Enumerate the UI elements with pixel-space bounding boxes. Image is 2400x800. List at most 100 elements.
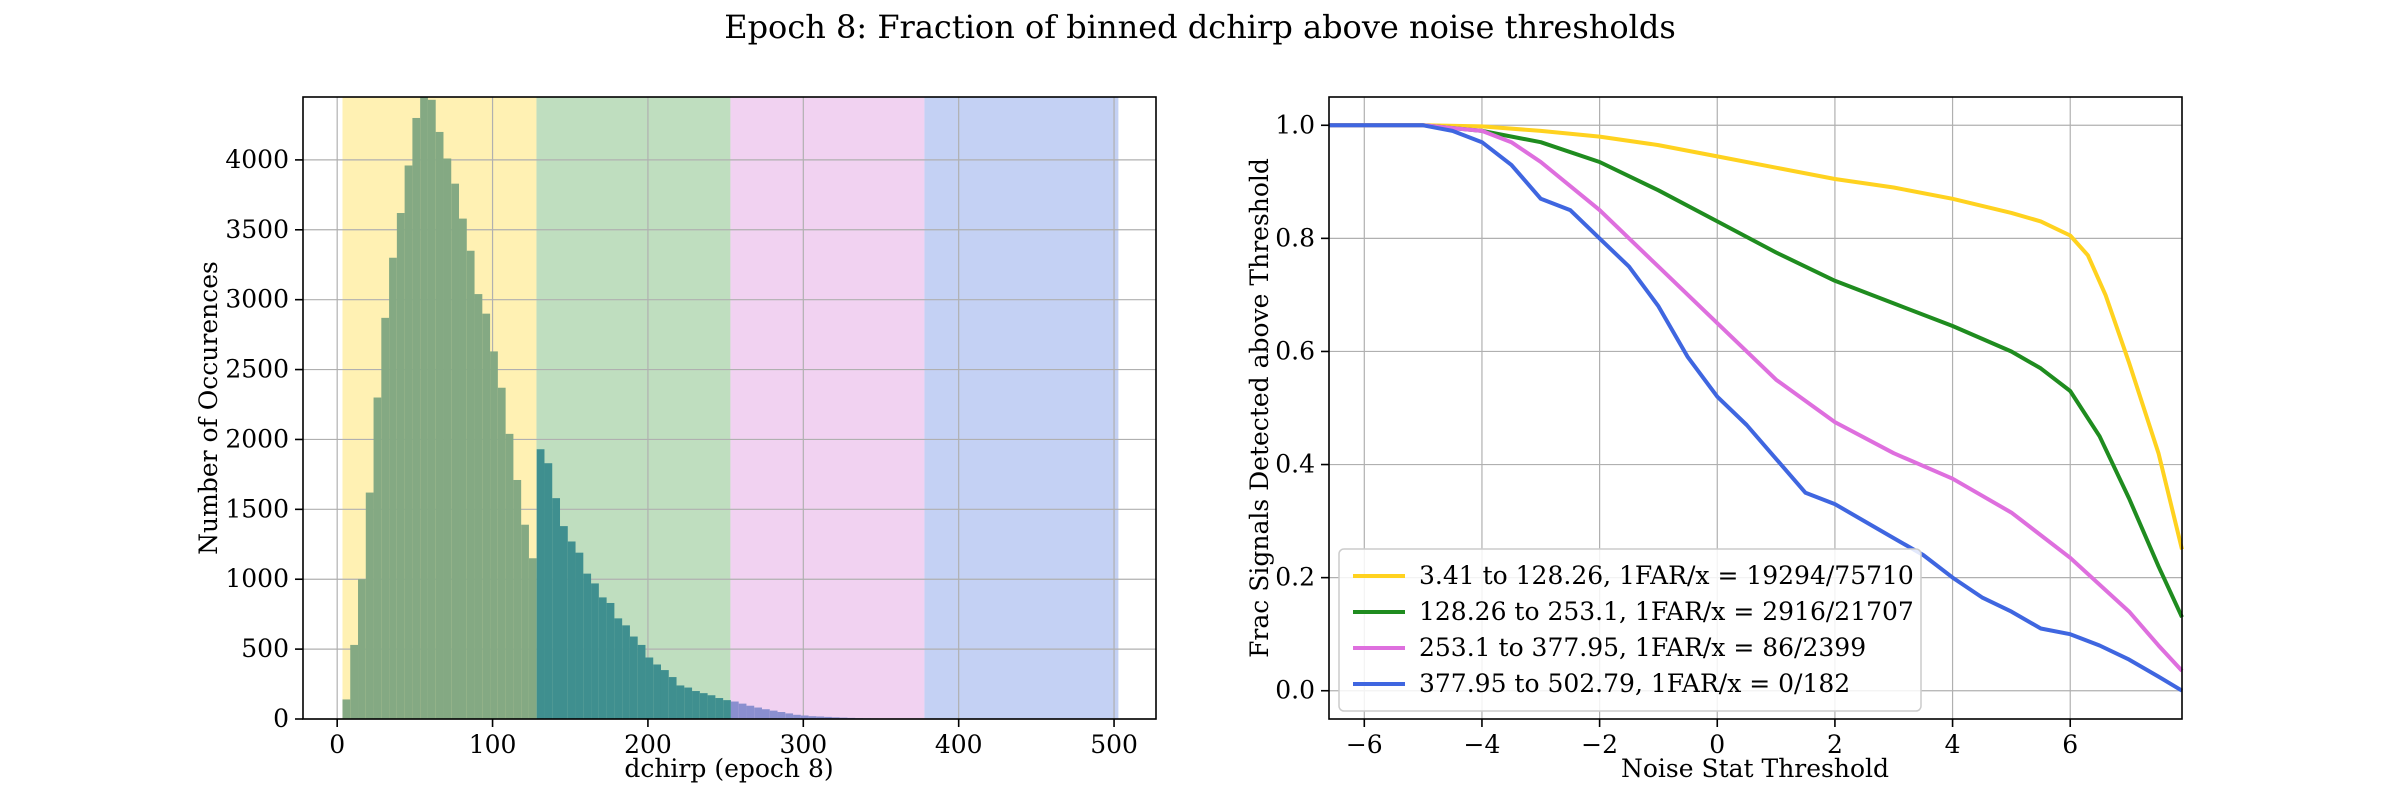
histogram-bar xyxy=(800,715,809,719)
histogram-bar xyxy=(653,664,661,719)
line-chart-x-label: Noise Stat Threshold xyxy=(1621,754,1889,783)
histogram-bar xyxy=(575,552,584,719)
histogram-bar xyxy=(521,524,529,719)
histogram-bar xyxy=(637,644,646,719)
histogram-y-tick-label: 3000 xyxy=(225,285,289,314)
histogram-x-label: dchirp (epoch 8) xyxy=(624,754,833,783)
line-chart: −6 −4 −2 0 2 4 6 0.0 0.2 0.4 0.6 0.8 1.0 Noise Stat… xyxy=(1245,96,2184,783)
histogram-bar xyxy=(692,691,700,719)
histogram-y-tick-label: 500 xyxy=(241,634,289,663)
series-line-3 xyxy=(1329,123,2184,673)
histogram-bar xyxy=(606,602,615,719)
histogram-bar xyxy=(536,449,545,719)
line-chart-x-tick-label: −4 xyxy=(1464,730,1501,759)
histogram-y-tick-label: 1500 xyxy=(225,494,289,523)
histogram-bar xyxy=(622,625,630,719)
histogram-bar xyxy=(451,183,460,720)
histogram-bar xyxy=(598,597,607,719)
histogram-bar xyxy=(668,677,677,719)
histogram-bar xyxy=(816,716,825,719)
histogram-bar xyxy=(389,257,397,719)
histogram-bar xyxy=(350,644,359,719)
histogram-x-tick-label: 0 xyxy=(329,730,345,759)
histogram-bar xyxy=(824,716,832,719)
histogram-y-tick-label: 4000 xyxy=(225,145,289,174)
legend-label-3: 253.1 to 377.95, 1FAR/x = 86/2399 xyxy=(1419,633,1866,662)
line-chart-x-tick-label: 4 xyxy=(1945,730,1961,759)
histogram-bar xyxy=(614,618,623,719)
series-line-4 xyxy=(1329,123,2184,693)
histogram-bar xyxy=(552,498,561,719)
histogram-bar xyxy=(560,526,568,719)
histogram-bar xyxy=(459,218,467,719)
histogram-bar xyxy=(676,685,685,719)
histogram-bar xyxy=(754,707,762,719)
dchirp-band-4 xyxy=(924,97,1119,719)
line-chart-y-tick-label: 0.6 xyxy=(1275,336,1315,365)
histogram-bar xyxy=(583,573,592,719)
histogram-bar xyxy=(373,397,382,719)
histogram-bar xyxy=(629,636,638,719)
line-chart-series xyxy=(1329,123,2184,693)
line-chart-y-tick-label: 1.0 xyxy=(1275,110,1315,139)
histogram-x-tick-label: 400 xyxy=(935,730,983,759)
histogram-bar xyxy=(497,387,506,719)
legend-box xyxy=(1338,548,1922,712)
histogram-bar xyxy=(831,717,840,719)
histogram-bar xyxy=(746,705,755,719)
histogram-bar xyxy=(466,250,475,719)
histogram-y-tick-label: 1000 xyxy=(225,564,289,593)
histogram-bars xyxy=(342,97,933,720)
histogram-bar xyxy=(684,687,693,719)
histogram-bar xyxy=(412,117,421,719)
histogram-bar xyxy=(443,158,452,720)
histogram-bar xyxy=(342,699,351,719)
histogram-bar xyxy=(645,657,654,719)
histogram-bar xyxy=(490,351,498,719)
histogram-x-ticks: 0 100 200 300 400 500 xyxy=(329,719,1138,759)
line-chart-x-tick-label: −6 xyxy=(1346,730,1383,759)
histogram-frame xyxy=(302,96,1157,720)
line-chart-legend: 3.41 to 128.26, 1FAR/x = 19294/75710 128.… xyxy=(1338,548,1922,712)
histogram-bar xyxy=(567,541,576,719)
histogram-bar xyxy=(420,97,428,719)
line-chart-x-ticks: −6 −4 −2 0 2 4 6 xyxy=(1346,719,2078,759)
line-chart-y-ticks: 0.0 0.2 0.4 0.6 0.8 1.0 xyxy=(1275,110,1329,705)
histogram-y-tick-label: 0 xyxy=(273,704,289,733)
line-chart-y-tick-label: 0.4 xyxy=(1275,450,1315,479)
histogram-bar xyxy=(365,492,374,719)
histogram-bar xyxy=(528,558,537,719)
histogram-bar xyxy=(769,710,778,719)
line-chart-y-tick-label: 0.8 xyxy=(1275,223,1315,252)
histogram-bar xyxy=(435,131,444,719)
histogram-bar xyxy=(785,713,794,719)
histogram-bar xyxy=(715,698,724,719)
histogram-bar xyxy=(427,99,436,719)
histogram-bar xyxy=(544,463,553,719)
line-chart-x-tick-label: 6 xyxy=(2062,730,2078,759)
legend-label-4: 377.95 to 502.79, 1FAR/x = 0/182 xyxy=(1419,669,1850,698)
series-line-2 xyxy=(1329,123,2184,619)
histogram-bar xyxy=(761,709,770,719)
line-chart-y-label: Frac Signals Detected above Threshold xyxy=(1245,158,1274,658)
histogram-bar xyxy=(793,714,801,719)
line-chart-x-tick-label: −2 xyxy=(1581,730,1618,759)
histogram-bar xyxy=(474,294,483,719)
histogram-bar xyxy=(699,693,708,719)
histogram-bar xyxy=(808,716,817,719)
histogram-bar xyxy=(381,317,390,719)
histogram-y-label: Number of Occurences xyxy=(194,261,223,555)
histogram-bar xyxy=(707,695,716,719)
figure-title: Epoch 8: Fraction of binned dchirp above… xyxy=(724,8,1676,46)
series-line-1 xyxy=(1329,123,2184,550)
line-chart-y-tick-label: 0.2 xyxy=(1275,563,1315,592)
histogram-y-tick-label: 3500 xyxy=(225,215,289,244)
histogram-x-tick-label: 500 xyxy=(1090,730,1138,759)
histogram-bar xyxy=(513,479,522,719)
line-chart-y-tick-label: 0.0 xyxy=(1275,676,1315,705)
histogram-bar xyxy=(505,433,514,719)
dchirp-band-3 xyxy=(730,97,925,719)
histogram-bar xyxy=(723,700,731,719)
line-chart-frame xyxy=(1328,96,2183,720)
